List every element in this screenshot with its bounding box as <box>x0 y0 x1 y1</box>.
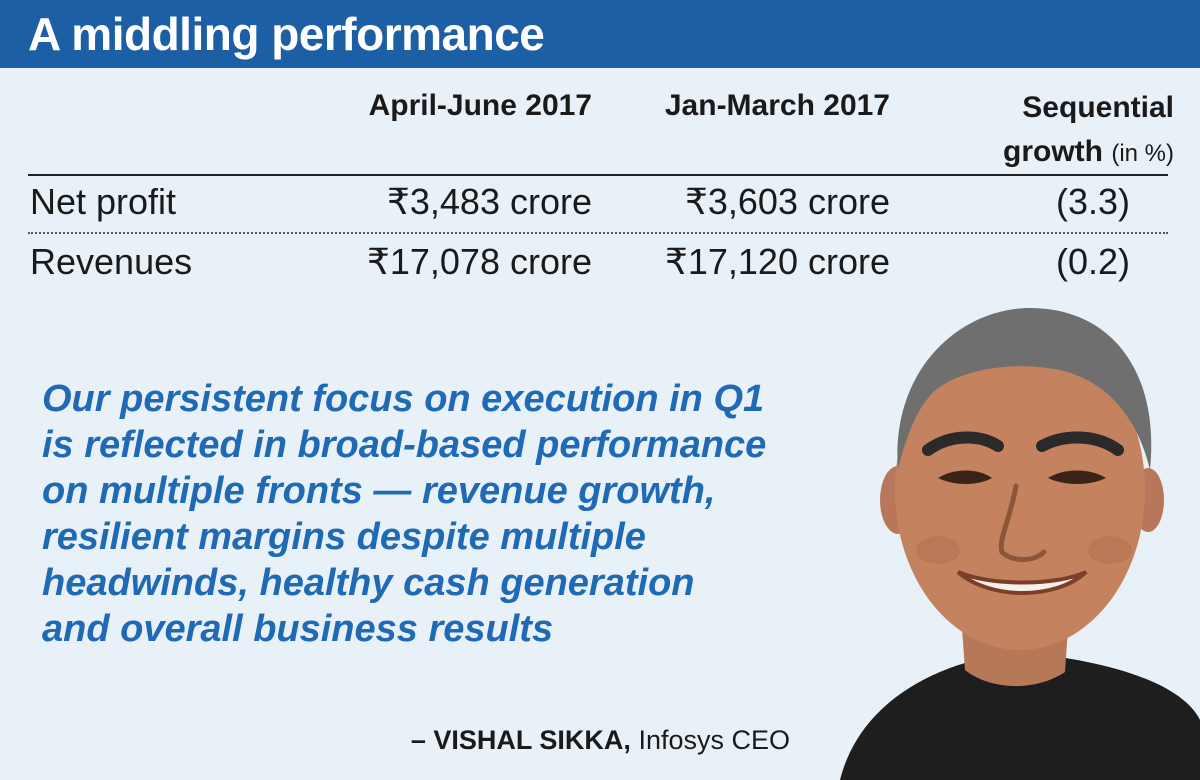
quote-line: and overall business results <box>42 608 554 650</box>
net-profit-apr-jun: ₹3,483 crore <box>386 181 592 222</box>
header-sequential-line2: growth (in %) <box>1003 130 1174 176</box>
header-jan-march: Jan-March 2017 <box>664 89 890 122</box>
portrait-face <box>895 330 1145 650</box>
net-profit-jan-mar: ₹3,603 crore <box>684 181 890 222</box>
table-top-rule <box>28 174 1168 176</box>
header-growth-word: growth <box>1003 135 1103 168</box>
portrait-eye-right <box>1048 470 1106 484</box>
quote-line: headwinds, healthy cash generation <box>42 562 695 604</box>
portrait-brow-right <box>1036 431 1124 456</box>
author-name: – VISHAL SIKKA, <box>410 725 631 755</box>
portrait-mouth <box>956 570 1088 595</box>
header-april-june: April-June 2017 <box>368 89 592 122</box>
header-unit: (in %) <box>1111 140 1174 167</box>
table-row-divider <box>28 232 1168 234</box>
ceo-portrait <box>840 308 1200 780</box>
revenues-apr-jun: ₹17,078 crore <box>366 241 592 282</box>
portrait-cheek-left <box>916 536 960 564</box>
quote-line: Our persistent focus on execution in Q1 <box>42 378 765 420</box>
quote-line: on multiple fronts — revenue growth, <box>42 470 716 512</box>
author-role: Infosys CEO <box>638 725 790 755</box>
revenues-growth: (0.2) <box>1055 241 1130 282</box>
quote-attribution: – VISHAL SIKKA, Infosys CEO <box>411 722 790 758</box>
title-banner: A middling performance <box>0 0 1200 68</box>
portrait-hair <box>897 308 1152 470</box>
page-title: A middling performance <box>28 8 545 60</box>
portrait-nose <box>998 483 1047 562</box>
ceo-quote: Our persistent focus on execution in Q1 … <box>42 376 862 652</box>
quote-line: is reflected in broad-based performance <box>42 424 767 466</box>
row-label-revenues: Revenues <box>30 241 193 282</box>
header-sequential-growth: Sequential growth (in %) <box>1003 86 1174 176</box>
header-sequential-line1: Sequential <box>1022 91 1174 124</box>
quote-line: resilient margins despite multiple <box>42 516 646 558</box>
net-profit-growth: (3.3) <box>1055 181 1130 222</box>
revenues-jan-mar: ₹17,120 crore <box>664 241 890 282</box>
portrait-cheek-right <box>1088 536 1132 564</box>
portrait-shirt <box>840 652 1200 780</box>
portrait-brow-left <box>922 431 1004 456</box>
row-label-net-profit: Net profit <box>30 181 177 222</box>
portrait-eye-left <box>938 470 992 484</box>
